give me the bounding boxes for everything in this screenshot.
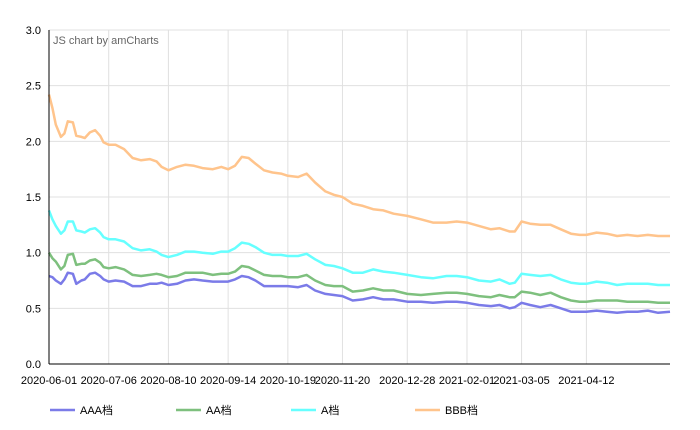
series-line-1 — [47, 252, 670, 305]
legend-label-3: BBB档 — [445, 403, 478, 417]
y-tick-label: 0.0 — [26, 359, 41, 371]
series-lines — [47, 94, 671, 315]
x-tick-label: 2020-06-01 — [21, 375, 77, 387]
axes: 0.0 0.5 1.0 1.5 2.0 2.5 3.0 2020-06-01 2020-07-0… — [21, 25, 670, 387]
y-tick-label: 2.5 — [26, 81, 41, 93]
x-tick-label: 2021-02-01 — [439, 375, 495, 387]
x-tick-label: 2021-04-12 — [558, 375, 614, 387]
x-tick-label: 2020-09-14 — [200, 375, 256, 387]
x-tick-label: 2020-07-06 — [81, 375, 137, 387]
legend-label-2: A档 — [321, 403, 339, 417]
x-tick-label: 2020-08-10 — [140, 375, 196, 387]
series-line-2 — [47, 209, 670, 287]
series-line-3 — [47, 94, 670, 238]
x-tick-label: 2020-12-28 — [379, 375, 435, 387]
y-tick-label: 3.0 — [26, 25, 41, 37]
x-tick-label: 2020-10-19 — [260, 375, 316, 387]
y-tick-label: 2.0 — [26, 136, 41, 148]
x-tick-label: 2020-11-20 — [315, 375, 370, 387]
series-line-0 — [48, 271, 671, 315]
x-tick-label: 2021-03-05 — [493, 375, 549, 387]
legend: AAA档 AA档 A档 BBB档 — [50, 403, 478, 417]
chart-credit[interactable]: JS chart by amCharts — [53, 35, 159, 47]
y-tick-label: 0.5 — [26, 303, 41, 315]
legend-label-1: AA档 — [206, 403, 232, 417]
grid — [48, 29, 670, 365]
y-tick-label: 1.0 — [26, 248, 41, 260]
legend-label-0: AAA档 — [80, 403, 113, 417]
y-tick-label: 1.5 — [26, 192, 41, 204]
